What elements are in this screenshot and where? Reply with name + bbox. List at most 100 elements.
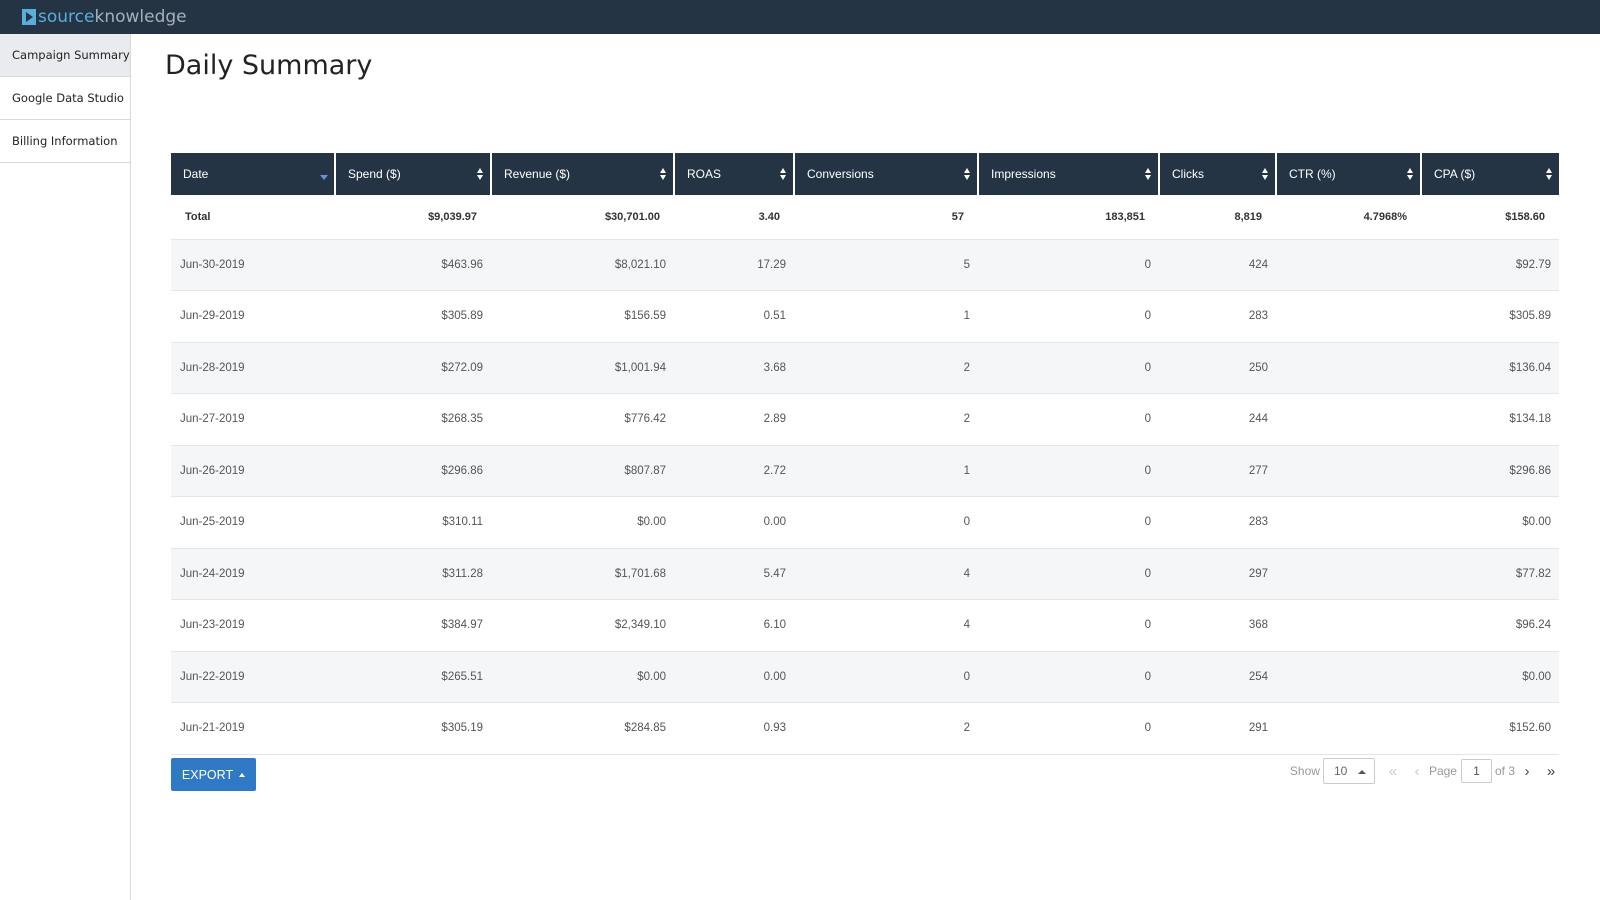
cell-clicks: 283 <box>1159 290 1276 343</box>
cell-ctr <box>1276 702 1421 755</box>
cell-clicks: 254 <box>1159 651 1276 703</box>
sort-icon <box>477 168 484 180</box>
total-pages-label: of 3 <box>1494 764 1515 778</box>
column-header-label: Revenue ($) <box>504 167 571 181</box>
cell-revenue: $0.00 <box>491 651 674 703</box>
caret-up-icon <box>239 772 246 777</box>
cell-clicks: 368 <box>1159 599 1276 652</box>
column-header-label: ROAS <box>687 167 722 181</box>
column-header-impressions[interactable]: Impressions <box>978 153 1160 195</box>
cell-conversions: 2 <box>794 393 978 446</box>
sort-icon <box>660 168 667 180</box>
column-header-conversions[interactable]: Conversions <box>794 153 979 195</box>
column-header-label: Date <box>183 167 209 181</box>
cell-conversions: 4 <box>794 599 978 652</box>
export-button-label: EXPORT <box>181 767 234 782</box>
cell-spend: $296.86 <box>335 445 491 497</box>
cell-conversions: 2 <box>794 342 978 394</box>
column-header-date[interactable]: Date <box>171 153 336 195</box>
sort-icon <box>1407 168 1414 180</box>
cell-date: Jun-26-2019 <box>171 445 335 497</box>
sidebar: Campaign Summary Google Data Studio Bill… <box>0 34 131 900</box>
sort-icon <box>964 168 971 180</box>
sort-icon <box>1145 168 1152 180</box>
cell-cpa: $0.00 <box>1421 496 1559 549</box>
table-row: Jun-24-2019 $311.28 $1,701.68 5.47 4 0 297 $77.… <box>171 548 1559 600</box>
table-row: Jun-21-2019 $305.19 $284.85 0.93 2 0 291 $152.6… <box>171 702 1559 755</box>
cell-revenue: $156.59 <box>491 290 674 343</box>
cell-roas: 3.68 <box>674 342 794 394</box>
cell-spend: $310.11 <box>335 496 491 549</box>
page-label: Page <box>1428 764 1457 778</box>
cell-clicks: 277 <box>1159 445 1276 497</box>
cell-ctr <box>1276 651 1421 703</box>
table-row: Jun-28-2019 $272.09 $1,001.94 3.68 2 0 250 $136… <box>171 342 1559 394</box>
cell-impressions: 0 <box>978 239 1159 291</box>
cell-roas: 0.51 <box>674 290 794 343</box>
column-header-cpa[interactable]: CPA ($) <box>1421 153 1559 195</box>
cell-conversions: 4 <box>794 548 978 600</box>
cell-clicks: 291 <box>1159 702 1276 755</box>
page-title: Daily Summary <box>165 50 373 81</box>
cell-date: Jun-23-2019 <box>171 599 335 652</box>
cell-revenue: $284.85 <box>491 702 674 755</box>
column-header-clicks[interactable]: Clicks <box>1159 153 1277 195</box>
show-label: Show <box>1289 764 1320 778</box>
next-page-icon[interactable]: › <box>1524 762 1530 780</box>
column-header-label: Clicks <box>1172 167 1204 181</box>
column-header-label: CTR (%) <box>1289 167 1336 181</box>
cell-cpa: $296.86 <box>1421 445 1559 497</box>
cell-cpa: $152.60 <box>1421 702 1559 755</box>
brand-logo[interactable]: source knowledge <box>22 6 187 28</box>
table-row: Jun-27-2019 $268.35 $776.42 2.89 2 0 244 $134.1… <box>171 393 1559 446</box>
cell-ctr <box>1276 496 1421 549</box>
table-total-row: Total $9,039.97 $30,701.00 3.40 57 183,851 8,8… <box>171 195 1559 240</box>
cell-date: Jun-30-2019 <box>171 239 335 291</box>
cell-clicks: 283 <box>1159 496 1276 549</box>
cell-clicks: 244 <box>1159 393 1276 446</box>
cell-cpa: $136.04 <box>1421 342 1559 394</box>
cell-revenue: $0.00 <box>491 496 674 549</box>
column-header-ctr[interactable]: CTR (%) <box>1276 153 1422 195</box>
export-button[interactable]: EXPORT <box>171 758 256 791</box>
cell-spend: $384.97 <box>335 599 491 652</box>
brand-name-source: source <box>38 7 95 27</box>
cell-conversions: 2 <box>794 702 978 755</box>
last-page-icon[interactable]: » <box>1546 762 1556 780</box>
table-row: Jun-29-2019 $305.89 $156.59 0.51 1 0 283 $305.8… <box>171 290 1559 343</box>
sidebar-item-billing-information[interactable]: Billing Information <box>0 120 130 163</box>
previous-page-icon[interactable]: ‹ <box>1414 762 1420 780</box>
cell-ctr <box>1276 445 1421 497</box>
cell-roas: 2.72 <box>674 445 794 497</box>
pagination: Show 10 « ‹ Page of 3 › » <box>1290 758 1563 784</box>
cell-revenue: $2,349.10 <box>491 599 674 652</box>
cell-roas: 0.93 <box>674 702 794 755</box>
column-header-spend[interactable]: Spend ($) <box>335 153 492 195</box>
column-header-label: Impressions <box>991 167 1056 181</box>
page-size-value: 10 <box>1333 764 1348 778</box>
cell-impressions: 0 <box>978 702 1159 755</box>
cell-ctr <box>1276 290 1421 343</box>
top-bar: source knowledge <box>0 0 1600 34</box>
daily-summary-table: Date Spend ($) Revenue ($) ROAS Conversions I… <box>171 153 1559 755</box>
cell-revenue: $8,021.10 <box>491 239 674 291</box>
cell-roas: 5.47 <box>674 548 794 600</box>
column-header-revenue[interactable]: Revenue ($) <box>491 153 675 195</box>
column-header-roas[interactable]: ROAS <box>674 153 795 195</box>
cell-date: Jun-28-2019 <box>171 342 335 394</box>
cell-revenue: $807.87 <box>491 445 674 497</box>
sidebar-item-campaign-summary[interactable]: Campaign Summary <box>0 34 130 77</box>
cell-ctr <box>1276 342 1421 394</box>
sort-descending-icon <box>320 175 328 180</box>
column-header-label: Conversions <box>807 167 874 181</box>
cell-ctr <box>1276 239 1421 291</box>
cell-revenue: $1,701.68 <box>491 548 674 600</box>
first-page-icon[interactable]: « <box>1388 762 1398 780</box>
page-size-select[interactable]: 10 <box>1322 758 1375 784</box>
cell-impressions: 0 <box>978 496 1159 549</box>
cell-clicks: 250 <box>1159 342 1276 394</box>
sidebar-item-google-data-studio[interactable]: Google Data Studio <box>0 77 130 120</box>
page-number-input[interactable] <box>1460 759 1492 783</box>
cell-conversions: 5 <box>794 239 978 291</box>
table-row: Jun-30-2019 $463.96 $8,021.10 17.29 5 0 424 $92… <box>171 239 1559 291</box>
